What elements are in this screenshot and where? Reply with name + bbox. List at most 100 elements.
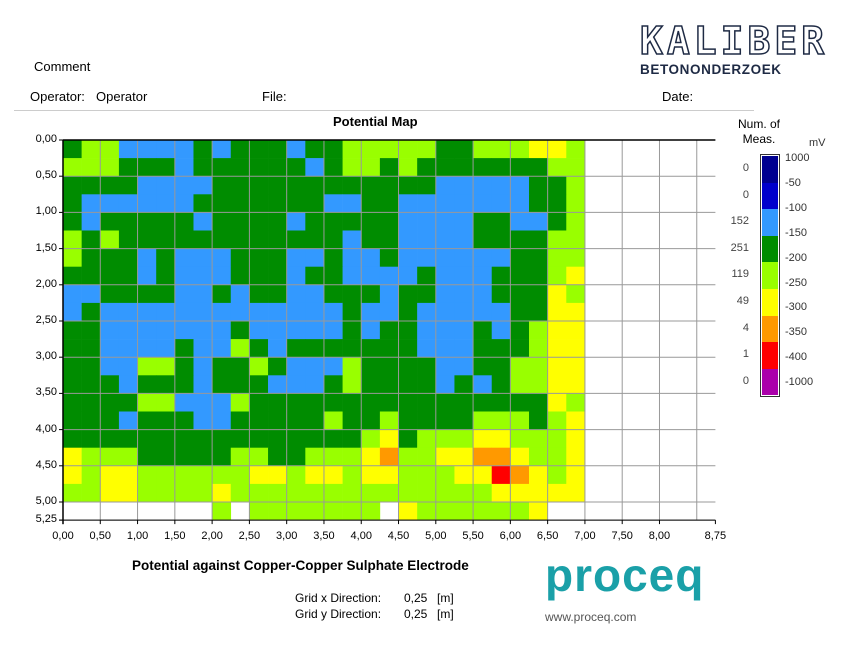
heatmap-cell <box>212 158 232 177</box>
heatmap-cell <box>417 212 437 231</box>
heatmap-cell <box>361 411 381 430</box>
heatmap-cell <box>491 393 511 412</box>
heatmap-cell <box>417 321 437 340</box>
heatmap-cell <box>174 375 194 394</box>
heatmap-cell <box>566 176 586 195</box>
heatmap-cell <box>305 212 325 231</box>
heatmap-cell <box>193 357 213 376</box>
heatmap-cell <box>100 357 120 376</box>
heatmap-cell <box>249 140 269 159</box>
heatmap-cell <box>547 375 567 394</box>
heatmap-cell <box>305 176 325 195</box>
heatmap-cell <box>305 266 325 286</box>
heatmap-cell <box>174 248 194 267</box>
heatmap-cell <box>323 230 343 249</box>
heatmap-cell <box>137 194 157 213</box>
heatmap-cell <box>473 447 493 467</box>
heatmap-cell <box>63 393 82 412</box>
heatmap-cell <box>286 393 306 412</box>
heatmap-cell <box>510 140 530 159</box>
heatmap-cell <box>286 321 306 340</box>
heatmap-cell <box>361 194 381 213</box>
heatmap-cell <box>305 158 325 177</box>
heatmap-cell <box>566 465 586 485</box>
heatmap-cell <box>529 411 548 430</box>
y-tick-label: 3,50 <box>35 386 57 399</box>
heatmap-cell <box>398 429 418 448</box>
heatmap-cell <box>118 483 138 503</box>
heatmap-cell <box>81 266 101 286</box>
legend-unit: mV <box>809 137 826 149</box>
heatmap-cell <box>100 321 120 340</box>
heatmap-cell <box>379 447 399 467</box>
heatmap-cell <box>454 483 474 503</box>
heatmap-cell <box>473 140 493 159</box>
heatmap-cell <box>268 429 287 448</box>
heatmap-cell <box>249 502 269 521</box>
heatmap-cell <box>212 429 232 448</box>
heatmap-cell <box>63 212 82 231</box>
y-tick-label: 0,00 <box>35 133 57 145</box>
heatmap-cell <box>286 502 306 521</box>
heatmap-cell <box>342 284 362 304</box>
heatmap-cell <box>100 194 120 213</box>
heatmap-cell <box>361 393 381 412</box>
heatmap-cell <box>212 502 232 521</box>
heatmap-cell <box>566 140 586 159</box>
heatmap-cell <box>230 212 250 231</box>
heatmap-cell <box>323 194 343 213</box>
heatmap-cell <box>249 248 269 267</box>
heatmap-cell <box>491 302 511 322</box>
heatmap-cell <box>454 158 474 177</box>
heatmap-cell <box>491 140 511 159</box>
heatmap-cell <box>174 321 194 340</box>
heatmap-cell <box>379 230 399 249</box>
grid-x-unit: [m] <box>437 591 454 605</box>
heatmap-cell <box>398 140 418 159</box>
legend-count: 0 <box>742 374 749 387</box>
heatmap-cell <box>118 176 138 195</box>
heatmap-cell <box>342 502 362 521</box>
heatmap-cell <box>473 302 493 322</box>
heatmap-cell <box>342 483 362 503</box>
heatmap-cell <box>81 411 101 430</box>
heatmap-cell <box>435 284 455 304</box>
heatmap-cell <box>156 321 176 340</box>
legend-swatch <box>762 262 778 289</box>
heatmap-cell <box>118 339 138 358</box>
heatmap-cell <box>156 429 176 448</box>
proceq-logo: proceq <box>545 549 705 601</box>
heatmap-cell <box>137 284 157 304</box>
heatmap-cell <box>63 302 82 322</box>
heatmap-cell <box>417 483 437 503</box>
heatmap-cell <box>63 230 82 249</box>
heatmap-cell <box>454 393 474 412</box>
heatmap-cell <box>230 429 250 448</box>
heatmap-cell <box>361 502 381 521</box>
heatmap-cell <box>156 357 176 376</box>
x-tick-label: 6,00 <box>499 530 522 543</box>
heatmap-cell <box>417 140 437 159</box>
heatmap-cell <box>305 321 325 340</box>
heatmap-cell <box>473 321 493 340</box>
x-tick-label: 3,50 <box>313 530 335 543</box>
heatmap-cell <box>230 465 250 485</box>
heatmap-cell <box>230 339 250 358</box>
heatmap-cell <box>510 465 530 485</box>
heatmap-cell <box>435 502 455 521</box>
heatmap-cell <box>342 339 362 358</box>
legend-count: 49 <box>736 295 749 307</box>
heatmap-cell <box>268 248 287 267</box>
heatmap-cell <box>473 194 493 213</box>
legend-count: 251 <box>730 241 749 254</box>
heatmap-cell <box>473 158 493 177</box>
heatmap-cell <box>249 266 269 286</box>
heatmap-cell <box>305 248 325 267</box>
heatmap-cell <box>361 158 381 177</box>
y-tick-label: 2,50 <box>35 314 57 326</box>
heatmap-cell <box>323 411 343 430</box>
heatmap-cell <box>398 357 418 376</box>
heatmap-cell <box>268 393 287 412</box>
heatmap-cell <box>435 266 455 286</box>
heatmap-cell <box>63 176 82 195</box>
